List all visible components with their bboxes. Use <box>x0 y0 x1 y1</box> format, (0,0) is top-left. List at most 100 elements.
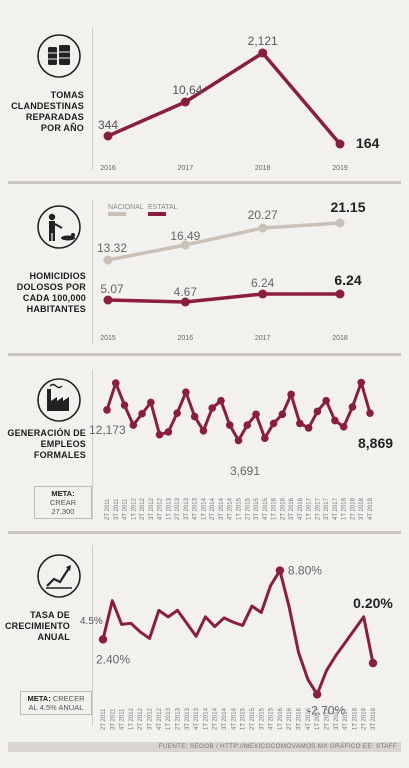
data-label: 21.15 <box>330 199 365 215</box>
data-point <box>278 410 287 419</box>
data-point <box>366 409 374 417</box>
panel-title: TASA DE CRECIMIENTO ANUAL <box>4 610 70 642</box>
data-point <box>103 295 113 305</box>
chart-tomas: 2016 2017 2018 2019 344 10,64 2,121 164 <box>0 0 409 185</box>
x-tick-label: 2T 2013 <box>175 707 181 730</box>
x-tick-label: 2T 2015 <box>250 707 256 730</box>
data-label: 0.20% <box>353 595 393 611</box>
x-tick-label: 2017 <box>255 335 271 342</box>
x-tick-label: 2T 2017 <box>315 497 321 520</box>
data-point <box>275 566 285 575</box>
x-tick-label: 2T 2011 <box>101 708 107 730</box>
data-point <box>199 426 208 435</box>
data-label: -2.70% <box>307 703 345 717</box>
data-point <box>304 424 313 432</box>
data-point <box>339 423 348 431</box>
x-tick-label: 2018 <box>332 335 348 342</box>
data-label: 4.67 <box>174 285 198 299</box>
data-point <box>180 297 190 307</box>
x-tick-label: 2T 2011 <box>105 498 111 520</box>
x-tick-label: 1T 2015 <box>241 707 247 730</box>
oil-barrels-icon <box>36 33 82 79</box>
x-tick-label: 4T 2018 <box>368 497 374 520</box>
data-point <box>335 139 345 149</box>
data-label: 164 <box>356 135 380 151</box>
data-point <box>331 416 339 425</box>
x-tick-label: 2T 2012 <box>138 707 144 730</box>
x-tick-label: 3T 2016 <box>297 707 303 730</box>
x-tick-label: 1T 2016 <box>278 707 284 730</box>
x-tick-label: 3T 2013 <box>184 497 190 520</box>
x-tick-label: 3T 2016 <box>289 497 295 520</box>
data-point <box>120 401 129 410</box>
data-point <box>138 409 146 418</box>
meta-value: CREAR 27,300 <box>49 498 77 516</box>
data-point <box>368 658 378 668</box>
x-tick-label: 3T 2015 <box>254 497 260 520</box>
series-line <box>107 51 342 146</box>
homicide-victim-icon <box>36 204 82 250</box>
data-label: 13.32 <box>97 241 127 255</box>
x-tick-label: 1T 2014 <box>203 707 209 730</box>
data-point <box>147 398 155 407</box>
x-tick-label: 2T 2014 <box>213 707 219 730</box>
x-tick-label: 1T 2016 <box>272 497 278 520</box>
x-tick-label: 1T 2017 <box>315 707 321 730</box>
x-tick-label: 2T 2013 <box>175 497 181 520</box>
x-tick-label: 2T 2016 <box>280 497 286 520</box>
chart-homicidios: 13.32 16.49 20.27 21.15 5.07 4.67 6.24 6.24 NACI… <box>0 0 409 365</box>
x-tick-label: 2017 <box>178 165 194 172</box>
data-point <box>234 436 243 445</box>
meta-box: META: CRECER AL 4.5% ANUAL <box>20 691 92 715</box>
x-tick-label: 3T 2014 <box>219 497 225 520</box>
data-point <box>322 396 330 405</box>
data-label: 12,173 <box>89 423 126 437</box>
x-tick-label: 4T 2014 <box>228 497 234 520</box>
data-point <box>269 419 278 428</box>
meta-value: CRECER AL 4.5% ANUAL <box>28 694 85 712</box>
data-label: 3,691 <box>230 464 260 478</box>
x-tick-label: 3T 2018 <box>371 707 377 730</box>
x-tick-label: 1T 2018 <box>352 707 358 730</box>
data-point <box>258 223 268 233</box>
x-tick-label: 2T 2014 <box>210 497 216 520</box>
data-label: 8,869 <box>358 435 393 451</box>
x-tick-label: 2T 2016 <box>287 707 293 730</box>
x-tick-label: 3T 2012 <box>149 497 155 520</box>
x-tick-label: 1T 2017 <box>307 497 313 520</box>
x-tick-label: 1T 2012 <box>129 707 135 730</box>
x-tick-label: 2T 2018 <box>350 497 356 520</box>
goal-annotation: 4.5% <box>80 616 103 627</box>
source-footer: FUENTE: SEGOB / HTTP://MEXICOCOMOVAMOS.M… <box>8 742 401 752</box>
data-label: 6.24 <box>334 272 361 288</box>
data-point <box>129 421 138 429</box>
x-tick-label: 4T 2017 <box>333 497 339 520</box>
x-tick-label: 1T 2018 <box>342 497 348 520</box>
x-tick-label: 2T 2015 <box>245 497 251 520</box>
x-tick-label: 4T 2013 <box>194 707 200 730</box>
data-label: 6.24 <box>251 276 275 290</box>
data-point <box>335 218 345 228</box>
data-point <box>252 410 260 419</box>
panel-title: GENERACIÓN DE EMPLEOS FORMALES <box>7 428 86 460</box>
x-tick-label: 1T 2015 <box>237 497 243 520</box>
data-point <box>312 690 322 699</box>
growth-chart-icon <box>36 553 82 599</box>
data-label: 5.07 <box>100 282 124 296</box>
x-tick-label: 2T 2018 <box>362 707 368 730</box>
x-tick-label: 2019 <box>332 165 348 172</box>
data-point <box>258 48 268 58</box>
x-tick-label: 2015 <box>100 335 116 342</box>
x-tick-label: 2T 2012 <box>140 497 146 520</box>
x-tick-label: 3T 2017 <box>324 497 330 520</box>
x-tick-label: 4T 2014 <box>231 707 237 730</box>
data-label: 20.27 <box>248 208 278 222</box>
x-tick-label: 4T 2013 <box>193 497 199 520</box>
data-point <box>261 434 269 442</box>
data-label: 2.40% <box>96 652 130 666</box>
data-point <box>173 409 181 417</box>
data-point <box>258 289 268 299</box>
x-tick-label: 3T 2011 <box>110 708 116 730</box>
x-tick-label: 3T 2015 <box>259 707 265 730</box>
